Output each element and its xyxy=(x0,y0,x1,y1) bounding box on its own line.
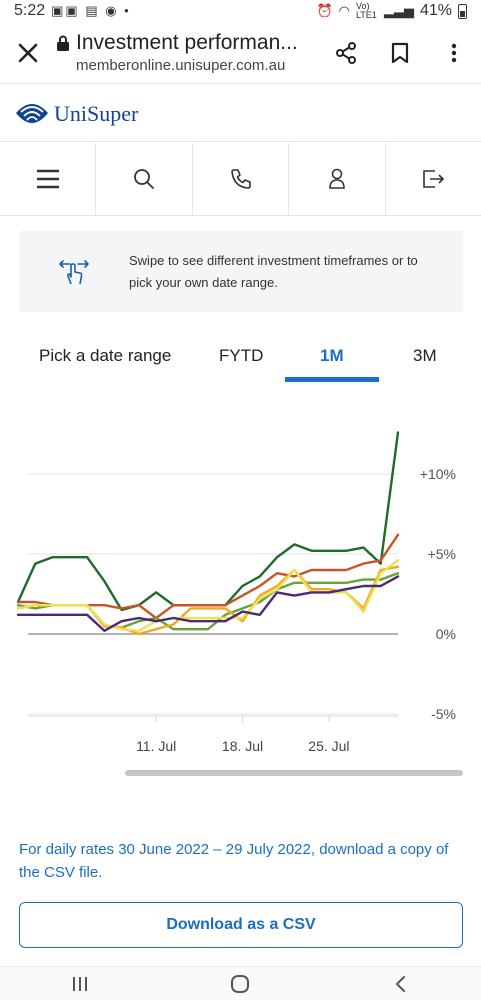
share-icon[interactable] xyxy=(319,25,373,81)
x-tick-label: 11. Jul xyxy=(136,738,176,754)
x-tick-label: 25. Jul xyxy=(308,738,349,754)
page-domain: memberonline.unisuper.com.au xyxy=(76,57,286,74)
brand-header: UniSuper xyxy=(0,86,481,142)
y-tick-label: 0% xyxy=(436,626,456,642)
phone-icon[interactable] xyxy=(193,143,290,215)
wifi-icon: ◠ xyxy=(338,3,350,18)
active-tab-indicator xyxy=(285,377,379,382)
battery-icon xyxy=(458,3,467,19)
recents-icon[interactable] xyxy=(50,975,110,993)
chart-scrollbar[interactable] xyxy=(125,770,463,776)
performance-chart[interactable]: +10% +5% 0% -5% 11. Jul 18. Jul 25. Jul xyxy=(0,392,481,762)
home-icon[interactable] xyxy=(210,974,270,993)
back-icon[interactable] xyxy=(371,975,431,993)
url-block[interactable]: Investment performan... memberonline.uni… xyxy=(76,31,319,74)
swipe-hint-text: Swipe to see different investment timefr… xyxy=(129,252,418,290)
status-bar: 5:22 ▣▣ ▤ ◉ • ⏰ ◠ Vo) LTE1 ▂▃▅ 41% xyxy=(0,0,481,22)
browser-toolbar: Investment performan... memberonline.uni… xyxy=(0,22,481,84)
swipe-hint-panel: Swipe to see different investment timefr… xyxy=(19,231,463,312)
bookmark-icon[interactable] xyxy=(373,25,427,81)
series-line-4[interactable] xyxy=(16,565,400,636)
menu-icon[interactable] xyxy=(0,143,97,215)
tab-pick-date-range[interactable]: Pick a date range xyxy=(39,346,172,365)
timeframe-tabs: Pick a date range FYTD 1M 3M xyxy=(0,330,481,382)
tab-1m[interactable]: 1M xyxy=(320,346,344,365)
status-right: ⏰ ◠ Vo) LTE1 ▂▃▅ 41% xyxy=(316,2,467,20)
tab-fytd[interactable]: FYTD xyxy=(219,346,264,365)
alarm-icon: ⏰ xyxy=(316,3,333,18)
battery-percent: 41% xyxy=(419,2,452,19)
csv-note-link[interactable]: For daily rates 30 June 2022 – 29 July 2… xyxy=(19,841,449,881)
download-csv-button[interactable]: Download as a CSV xyxy=(19,902,463,948)
more-vert-icon[interactable] xyxy=(427,25,481,81)
page-title: Investment performan... xyxy=(76,31,298,54)
status-time: 5:22 xyxy=(14,2,46,19)
logout-icon[interactable] xyxy=(386,143,481,215)
signal-icon: ▂▃▅ xyxy=(383,3,414,18)
network-label: Vo) LTE1 xyxy=(355,1,377,20)
series-line-6[interactable] xyxy=(16,575,400,633)
tab-3m[interactable]: 3M xyxy=(413,346,437,365)
notification-icons: ▣▣ ▤ ◉ • xyxy=(51,3,131,18)
system-nav-bar xyxy=(0,966,481,1000)
swipe-gesture-icon xyxy=(19,257,129,287)
main-nav xyxy=(0,143,481,216)
search-icon[interactable] xyxy=(96,143,193,215)
y-tick-label: +10% xyxy=(420,466,456,482)
y-tick-label: -5% xyxy=(431,706,456,722)
brand-name[interactable]: UniSuper xyxy=(54,100,139,126)
unisuper-logo-icon[interactable] xyxy=(14,99,50,129)
lock-icon xyxy=(57,35,69,51)
user-icon[interactable] xyxy=(289,143,386,215)
close-icon[interactable] xyxy=(0,25,56,81)
y-tick-label: +5% xyxy=(428,546,456,562)
x-tick-label: 18. Jul xyxy=(222,738,263,754)
